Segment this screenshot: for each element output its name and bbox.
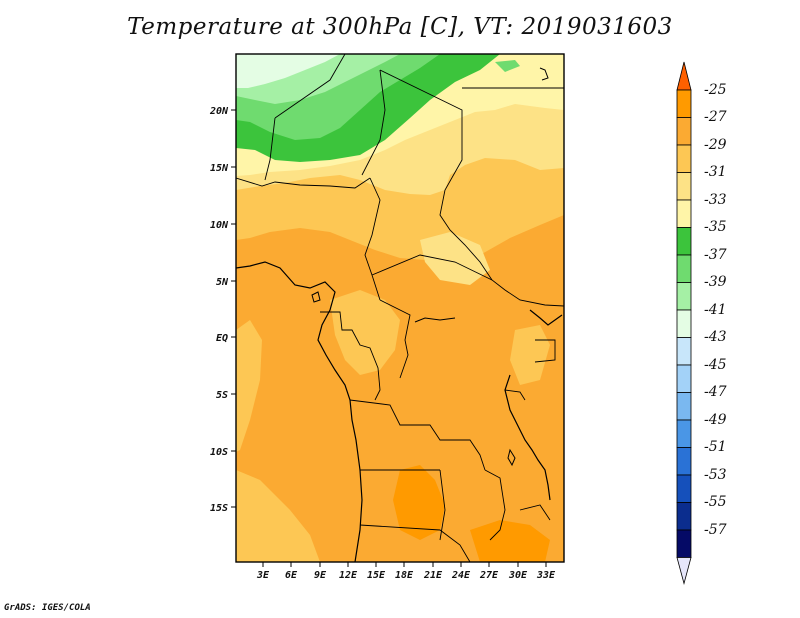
map-title: Temperature at 300hPa [C], VT: 201903160… bbox=[127, 14, 673, 40]
colorbar-label: -55 bbox=[704, 494, 727, 510]
y-tick-label: 15S bbox=[210, 503, 228, 514]
field-patch-central bbox=[330, 290, 400, 375]
colorbar bbox=[676, 61, 692, 586]
colorbar-segment bbox=[676, 117, 692, 146]
colorbar-segment bbox=[676, 364, 692, 393]
y-tick-label: 10N bbox=[210, 220, 229, 231]
y-tick-label: EQ bbox=[216, 333, 228, 344]
colorbar-label: -37 bbox=[704, 247, 727, 263]
x-tick-label: 12E bbox=[339, 570, 358, 581]
colorbar-segment bbox=[676, 529, 692, 558]
field-patch-southwest bbox=[236, 470, 320, 562]
colorbar-segment bbox=[676, 392, 692, 421]
x-tick-label: 21E bbox=[423, 570, 443, 581]
x-tick-label: 18E bbox=[395, 570, 414, 581]
y-tick-label: 10S bbox=[210, 447, 228, 458]
colorbar-segment bbox=[676, 227, 692, 256]
x-tick-label: 30E bbox=[508, 570, 528, 581]
colorbar-label: -47 bbox=[704, 384, 727, 400]
colorbar-segment bbox=[676, 144, 692, 173]
field-patch-cam bbox=[420, 232, 490, 285]
colorbar-label: -31 bbox=[704, 164, 727, 180]
colorbar-label: -57 bbox=[704, 522, 727, 538]
colorbar-segment bbox=[676, 474, 692, 503]
colorbar-segment bbox=[676, 557, 692, 586]
x-tick-label: 27E bbox=[479, 570, 499, 581]
coastlines bbox=[236, 261, 563, 562]
x-tick-label: 33E bbox=[536, 570, 556, 581]
x-tick-label: 3E bbox=[256, 570, 270, 581]
colorbar-label: -49 bbox=[704, 412, 727, 428]
x-tick-label: 9E bbox=[314, 570, 327, 581]
field-band-minus43 bbox=[236, 54, 340, 88]
field-patch-warm-se bbox=[470, 520, 550, 562]
y-tick-label: 15N bbox=[210, 163, 229, 174]
field-patch-green bbox=[495, 60, 520, 72]
colorbar-label: -41 bbox=[704, 302, 727, 318]
country-borders bbox=[236, 54, 564, 562]
colorbar-segment bbox=[676, 447, 692, 476]
colorbar-segment bbox=[676, 61, 692, 91]
colorbar-segment bbox=[676, 282, 692, 311]
colorbar-segment bbox=[676, 502, 692, 531]
colorbar-segment bbox=[676, 199, 692, 228]
colorbar-label: -27 bbox=[704, 109, 727, 125]
grads-credit: GrADS: IGES/COLA bbox=[4, 603, 91, 613]
colorbar-label: -53 bbox=[704, 467, 727, 483]
y-axis: 20N 15N 10N 5N EQ 5S 10S 15S bbox=[209, 106, 236, 514]
x-tick-label: 15E bbox=[367, 570, 386, 581]
colorbar-label: -29 bbox=[704, 137, 727, 153]
lakes bbox=[311, 67, 549, 467]
colorbar-label: -35 bbox=[704, 219, 727, 235]
colorbar-segment bbox=[676, 419, 692, 448]
colorbar-label: -33 bbox=[704, 192, 727, 208]
y-tick-label: 5S bbox=[216, 390, 228, 401]
colorbar-labels: -25 -27 -29 -31 -33 -35 -37 -39 -41 -43 … bbox=[704, 82, 727, 538]
field-patch-west bbox=[236, 320, 262, 452]
colorbar-segment bbox=[676, 254, 692, 283]
x-tick-label: 6E bbox=[285, 570, 298, 581]
colorbar-segment bbox=[676, 89, 692, 118]
y-tick-label: 20N bbox=[209, 106, 229, 117]
temperature-map bbox=[236, 54, 564, 562]
colorbar-label: -25 bbox=[704, 82, 727, 98]
colorbar-label: -39 bbox=[704, 274, 727, 290]
colorbar-segment bbox=[676, 172, 692, 201]
colorbar-label: -45 bbox=[704, 357, 727, 373]
y-tick-label: 5N bbox=[216, 277, 229, 288]
colorbar-label: -43 bbox=[704, 329, 727, 345]
colorbar-label: -51 bbox=[704, 439, 727, 455]
x-tick-label: 24E bbox=[451, 570, 471, 581]
colorbar-segment bbox=[676, 309, 692, 338]
colorbar-segment bbox=[676, 337, 692, 366]
field-patch-warm-south bbox=[393, 465, 445, 540]
map-frame bbox=[235, 53, 565, 563]
x-axis: 3E 6E 9E 12E 15E 18E 21E 24E 27E 30E 33E bbox=[256, 562, 556, 581]
